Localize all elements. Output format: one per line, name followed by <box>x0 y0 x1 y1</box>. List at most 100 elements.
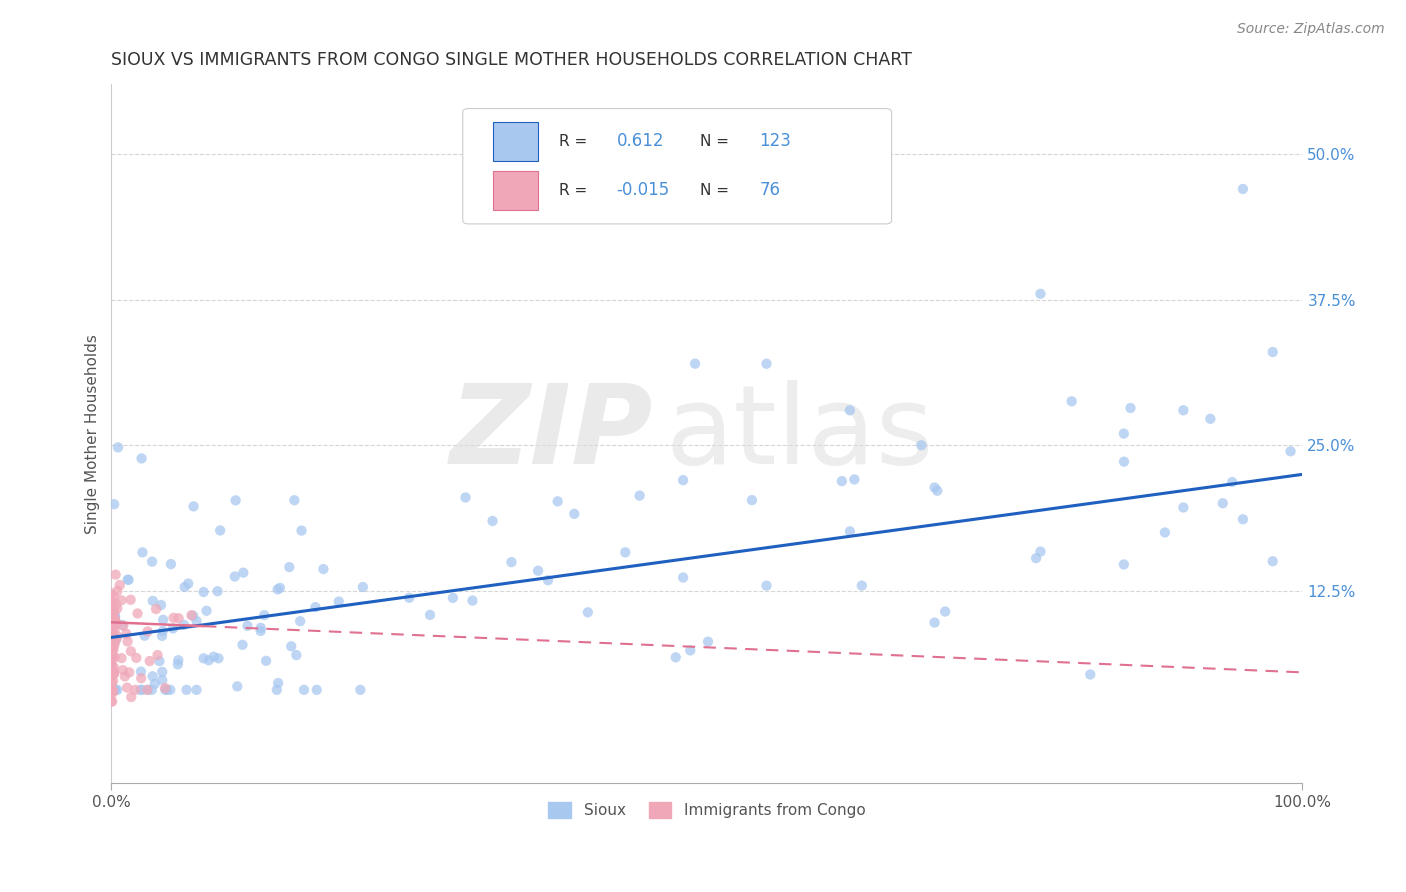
Point <box>1112 455 1135 469</box>
Point <box>266 682 288 697</box>
Point <box>114 669 136 683</box>
Text: atlas: atlas <box>665 380 934 487</box>
Point <box>195 604 218 618</box>
Point <box>142 669 165 683</box>
Text: 0.612: 0.612 <box>616 132 664 151</box>
Point <box>679 643 702 657</box>
Point <box>1078 667 1101 681</box>
Point <box>125 651 148 665</box>
Point <box>101 665 124 679</box>
Point <box>672 473 695 487</box>
Point <box>1232 512 1254 526</box>
Point <box>101 595 124 609</box>
Point <box>576 605 599 619</box>
Point <box>537 574 560 588</box>
Point <box>117 634 139 648</box>
Point <box>100 694 122 708</box>
Point <box>152 613 174 627</box>
Point <box>101 606 124 620</box>
Point <box>105 583 128 598</box>
Point <box>101 648 124 662</box>
Point <box>117 573 139 587</box>
Point <box>127 607 149 621</box>
Point <box>304 600 326 615</box>
Point <box>934 605 956 619</box>
Point <box>614 545 637 559</box>
Point <box>1112 558 1135 572</box>
Point <box>104 682 127 697</box>
Point <box>103 642 125 657</box>
Point <box>226 679 249 693</box>
Point <box>352 580 374 594</box>
Point <box>1029 286 1052 301</box>
Point <box>103 497 125 511</box>
Point <box>104 637 127 651</box>
Point <box>112 619 135 633</box>
Point <box>927 483 949 498</box>
Point <box>266 582 288 597</box>
Point <box>150 629 173 643</box>
Point <box>104 612 127 626</box>
Point <box>111 663 134 677</box>
Point <box>104 610 127 624</box>
Point <box>547 494 569 508</box>
Point <box>136 624 159 639</box>
Point <box>193 651 215 665</box>
Point <box>501 555 523 569</box>
Point <box>100 652 122 666</box>
Point <box>924 481 946 495</box>
Point <box>105 598 128 612</box>
Point <box>1232 182 1254 196</box>
Point <box>481 514 503 528</box>
Point <box>131 682 153 697</box>
Point <box>101 669 124 683</box>
Point <box>181 608 204 623</box>
Point <box>328 594 350 608</box>
Point <box>101 645 124 659</box>
Point <box>110 651 132 665</box>
Point <box>120 690 142 704</box>
Point <box>129 671 152 685</box>
Point <box>103 666 125 681</box>
Point <box>1199 412 1222 426</box>
Point <box>831 474 853 488</box>
Y-axis label: Single Mother Households: Single Mother Households <box>86 334 100 533</box>
FancyBboxPatch shape <box>492 171 538 210</box>
Point <box>100 656 122 670</box>
Point <box>167 657 190 672</box>
Point <box>202 649 225 664</box>
Text: ZIP: ZIP <box>450 380 654 487</box>
Point <box>118 665 141 680</box>
Point <box>146 648 169 662</box>
Point <box>672 570 695 584</box>
Point <box>209 524 232 538</box>
Text: N =: N = <box>700 134 728 149</box>
Point <box>162 622 184 636</box>
Point <box>104 623 127 637</box>
Point <box>224 569 246 583</box>
Point <box>100 624 122 639</box>
Point <box>107 629 129 643</box>
Point <box>167 611 190 625</box>
Point <box>249 621 271 635</box>
Point <box>103 660 125 674</box>
Point <box>167 653 190 667</box>
Point <box>134 629 156 643</box>
Point <box>1029 544 1052 558</box>
Point <box>104 682 127 697</box>
Point <box>231 638 253 652</box>
Point <box>150 598 173 612</box>
Point <box>101 673 124 688</box>
Point <box>100 660 122 674</box>
Point <box>120 644 142 658</box>
Point <box>103 665 125 680</box>
Point <box>100 637 122 651</box>
Point <box>101 625 124 640</box>
Point <box>665 650 688 665</box>
Text: SIOUX VS IMMIGRANTS FROM CONGO SINGLE MOTHER HOUSEHOLDS CORRELATION CHART: SIOUX VS IMMIGRANTS FROM CONGO SINGLE MO… <box>111 51 912 69</box>
Point <box>138 654 160 668</box>
Point <box>101 635 124 649</box>
Point <box>100 681 122 696</box>
Point <box>283 493 305 508</box>
Point <box>280 640 302 654</box>
